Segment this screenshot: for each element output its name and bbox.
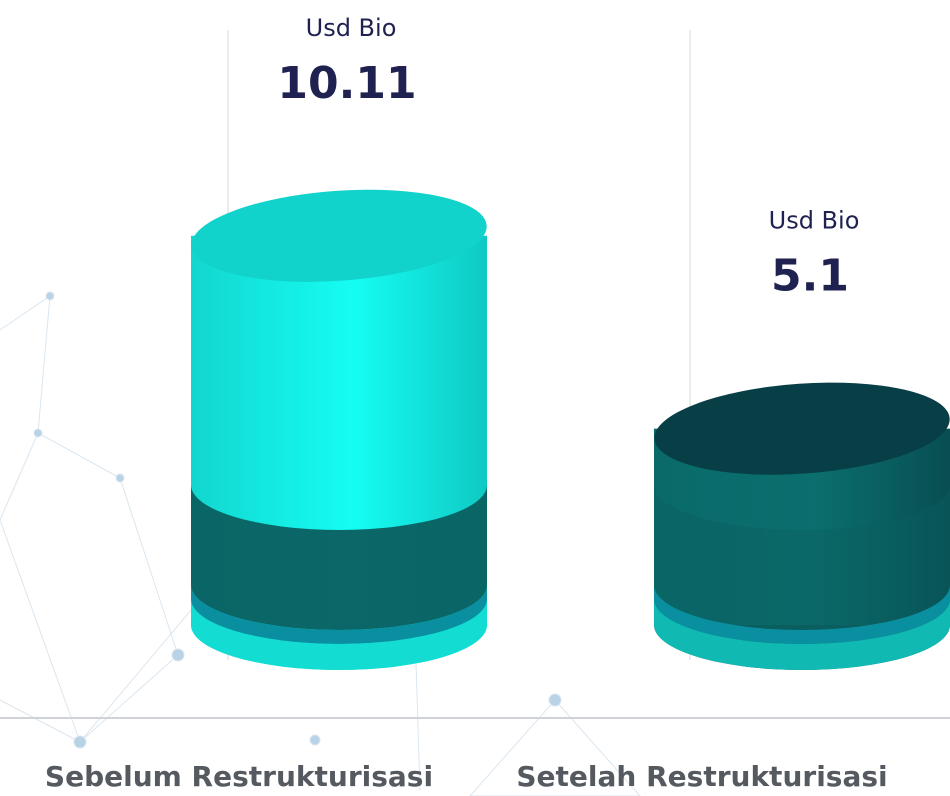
value-unit: Usd Bio	[306, 14, 397, 42]
value-label: 5.1	[771, 251, 849, 302]
cylinder-top	[654, 382, 950, 475]
value-unit: Usd Bio	[769, 207, 860, 235]
cylinder-stripe	[191, 585, 487, 644]
category-label: Setelah Restrukturisasi	[516, 760, 887, 793]
value-label: 10.11	[277, 58, 416, 109]
cylinder-band	[654, 485, 950, 630]
cylinder-top	[191, 189, 487, 282]
category-label: Sebelum Restrukturisasi	[45, 760, 433, 793]
cylinder-bottom-front	[191, 599, 487, 670]
cylinder-band	[191, 485, 487, 630]
cylinder-stripe	[654, 585, 950, 644]
cylinder-bottom-front	[654, 599, 950, 670]
